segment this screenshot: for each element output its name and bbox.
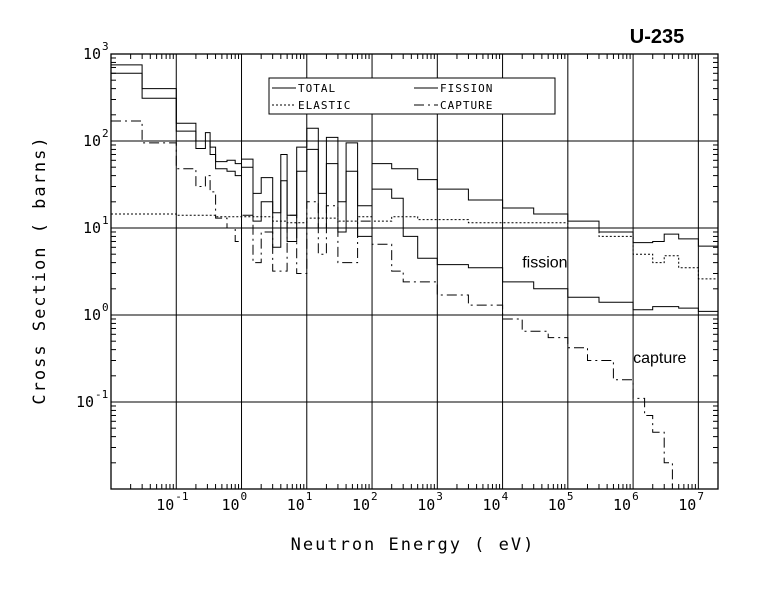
x-tick-label: 10: [352, 496, 370, 514]
y-tick-exponent: 3: [102, 40, 109, 53]
grid-lines: [111, 53, 719, 489]
y-tick-exponent: 1: [102, 214, 109, 227]
x-tick-label: 10: [287, 496, 305, 514]
series-layer: [111, 64, 719, 489]
x-tick-exponent: 3: [436, 490, 443, 503]
series-line-fission: [111, 72, 719, 312]
x-tick-exponent: 6: [632, 490, 639, 503]
y-tick-label: 10: [83, 132, 101, 150]
plot-frame: [110, 53, 719, 490]
x-tick-exponent: 1: [306, 490, 313, 503]
annotations: fission capture: [522, 255, 686, 367]
x-tick-label: 10: [417, 496, 435, 514]
x-tick-exponent: 2: [371, 490, 378, 503]
x-tick-exponent: -1: [175, 490, 188, 503]
y-tick-label: 10: [83, 45, 101, 63]
x-tick-label: 10: [156, 496, 174, 514]
x-tick-label: 10: [613, 496, 631, 514]
y-tick-label: 10: [83, 306, 101, 324]
y-tick-label: 10: [76, 393, 94, 411]
x-tick-exponent: 4: [502, 490, 509, 503]
annotation-capture: capture: [633, 350, 686, 367]
x-tick-labels: 10 -1 10 0 10 1 10 2 10 3 10 4 10 5 10 6 10 7: [156, 490, 704, 514]
x-tick-label: 10: [678, 496, 696, 514]
series-line-capture: [111, 120, 673, 489]
legend-label-total: TOTAL: [298, 82, 336, 95]
legend-label-elastic: ELASTIC: [298, 99, 351, 112]
series-line-elastic: [111, 213, 719, 280]
y-tick-label: 10: [83, 219, 101, 237]
x-tick-label: 10: [483, 496, 501, 514]
y-axis-label: Cross Section ( barns): [30, 135, 50, 404]
y-tick-exponent: 0: [102, 301, 109, 314]
chart-title: U-235: [630, 26, 684, 48]
legend-label-capture: CAPTURE: [440, 99, 493, 112]
legend: TOTAL FISSION ELASTIC CAPTURE: [268, 77, 556, 115]
x-tick-exponent: 7: [697, 490, 704, 503]
legend-label-fission: FISSION: [440, 82, 493, 95]
x-tick-label: 10: [548, 496, 566, 514]
x-tick-exponent: 0: [241, 490, 248, 503]
y-tick-exponent: 2: [102, 127, 109, 140]
x-tick-exponent: 5: [567, 490, 574, 503]
x-tick-label: 10: [221, 496, 239, 514]
y-tick-exponent: -1: [95, 388, 108, 401]
legend-box: [268, 77, 556, 115]
x-axis-label: Neutron Energy ( eV): [291, 535, 536, 555]
annotation-fission: fission: [522, 255, 567, 272]
